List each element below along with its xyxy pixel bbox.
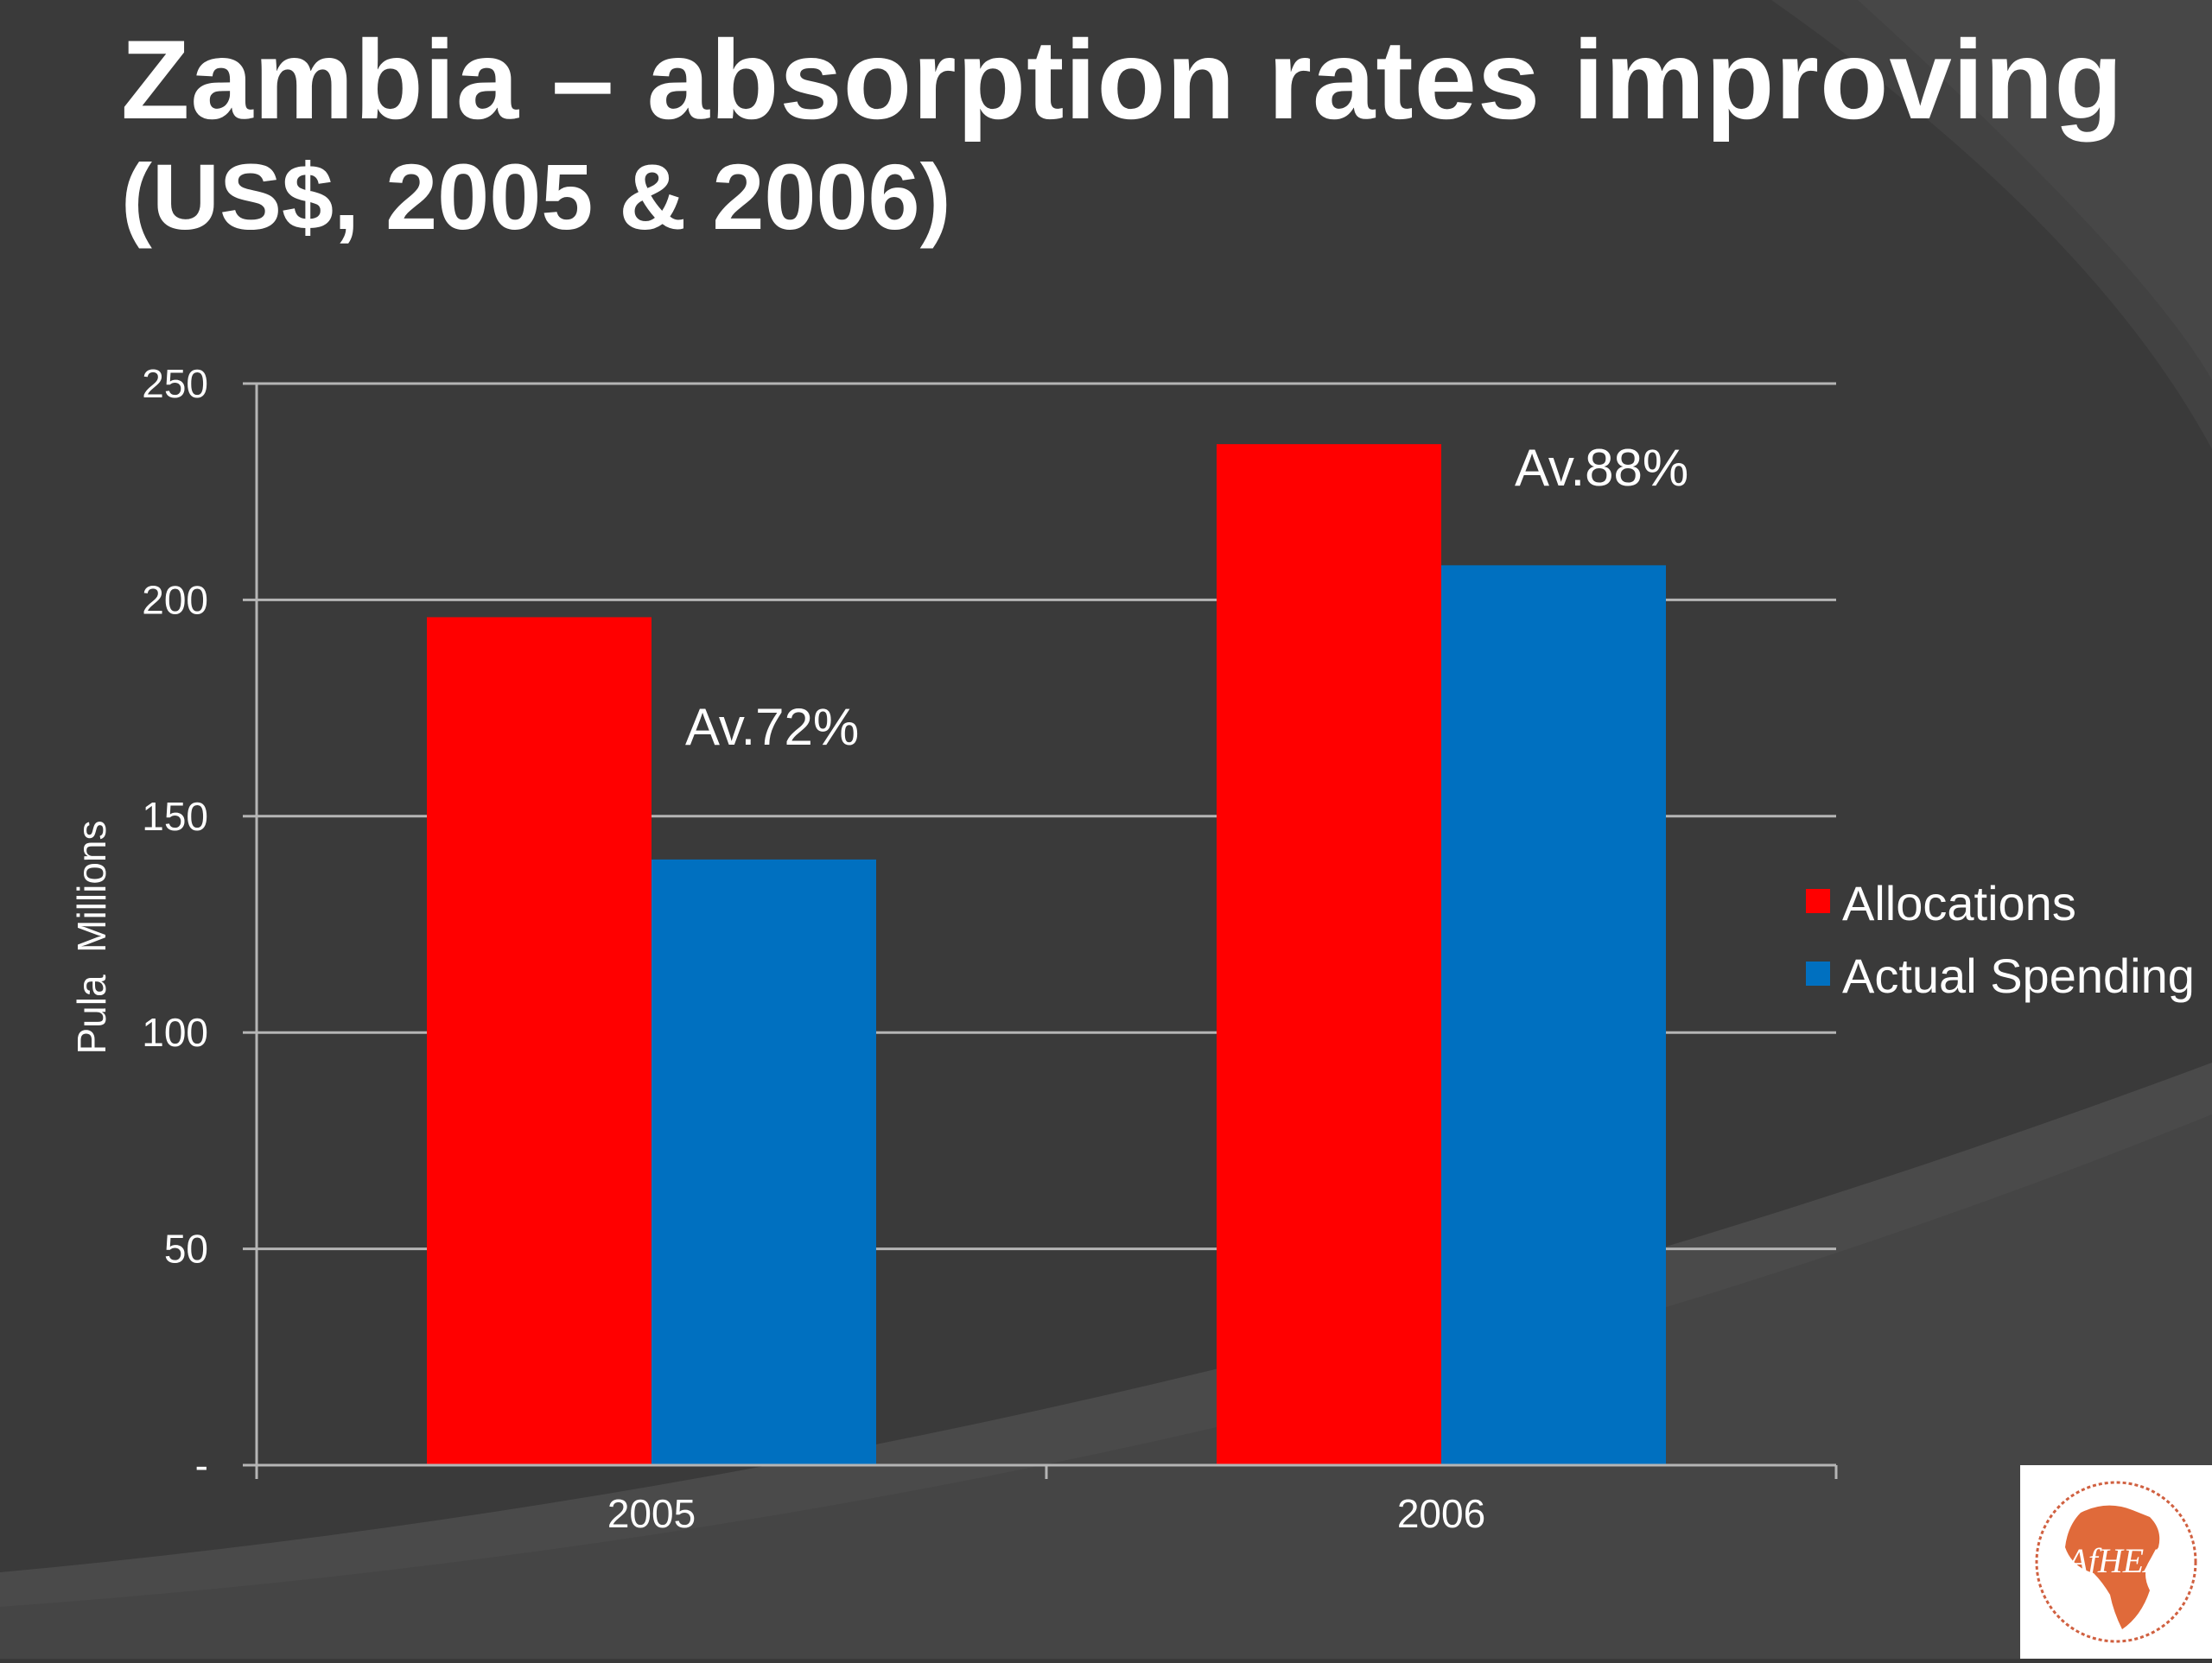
afhea-logo: AfHEA	[2020, 1465, 2212, 1659]
y-tick-label: -	[195, 1443, 208, 1488]
bar-allocations	[1217, 444, 1441, 1465]
title-subtitle: (US$, 2005 & 2006)	[121, 144, 951, 250]
y-tick-label: 50	[164, 1227, 208, 1272]
legend-label: Actual Spending	[1842, 949, 2195, 1003]
bar-allocations	[427, 617, 652, 1465]
y-tick-label: 100	[142, 1010, 208, 1055]
bar-actual-spending	[652, 859, 876, 1465]
svg-text:AfHEA: AfHEA	[2064, 1541, 2165, 1580]
y-tick-label: 150	[142, 794, 208, 839]
x-tick-label: 2006	[1397, 1491, 1485, 1536]
y-tick-label: 250	[142, 361, 208, 406]
africa-map-logo-icon: AfHEA	[2035, 1481, 2197, 1643]
annotation-label: Av.88%	[1515, 439, 1688, 497]
slide-title: Zambia – absorption rates improving (US$…	[121, 19, 2124, 248]
annotation-label: Av.72%	[685, 698, 859, 756]
y-axis-label: Pula Millions	[69, 821, 114, 1055]
legend-swatch	[1806, 962, 1830, 986]
legend-swatch	[1806, 889, 1830, 913]
legend-label: Allocations	[1842, 876, 2076, 930]
bar-actual-spending	[1441, 565, 1666, 1466]
x-tick-label: 2005	[607, 1491, 696, 1536]
title-main: Zambia – absorption rates improving	[121, 16, 2124, 143]
y-tick-label: 200	[142, 577, 208, 622]
